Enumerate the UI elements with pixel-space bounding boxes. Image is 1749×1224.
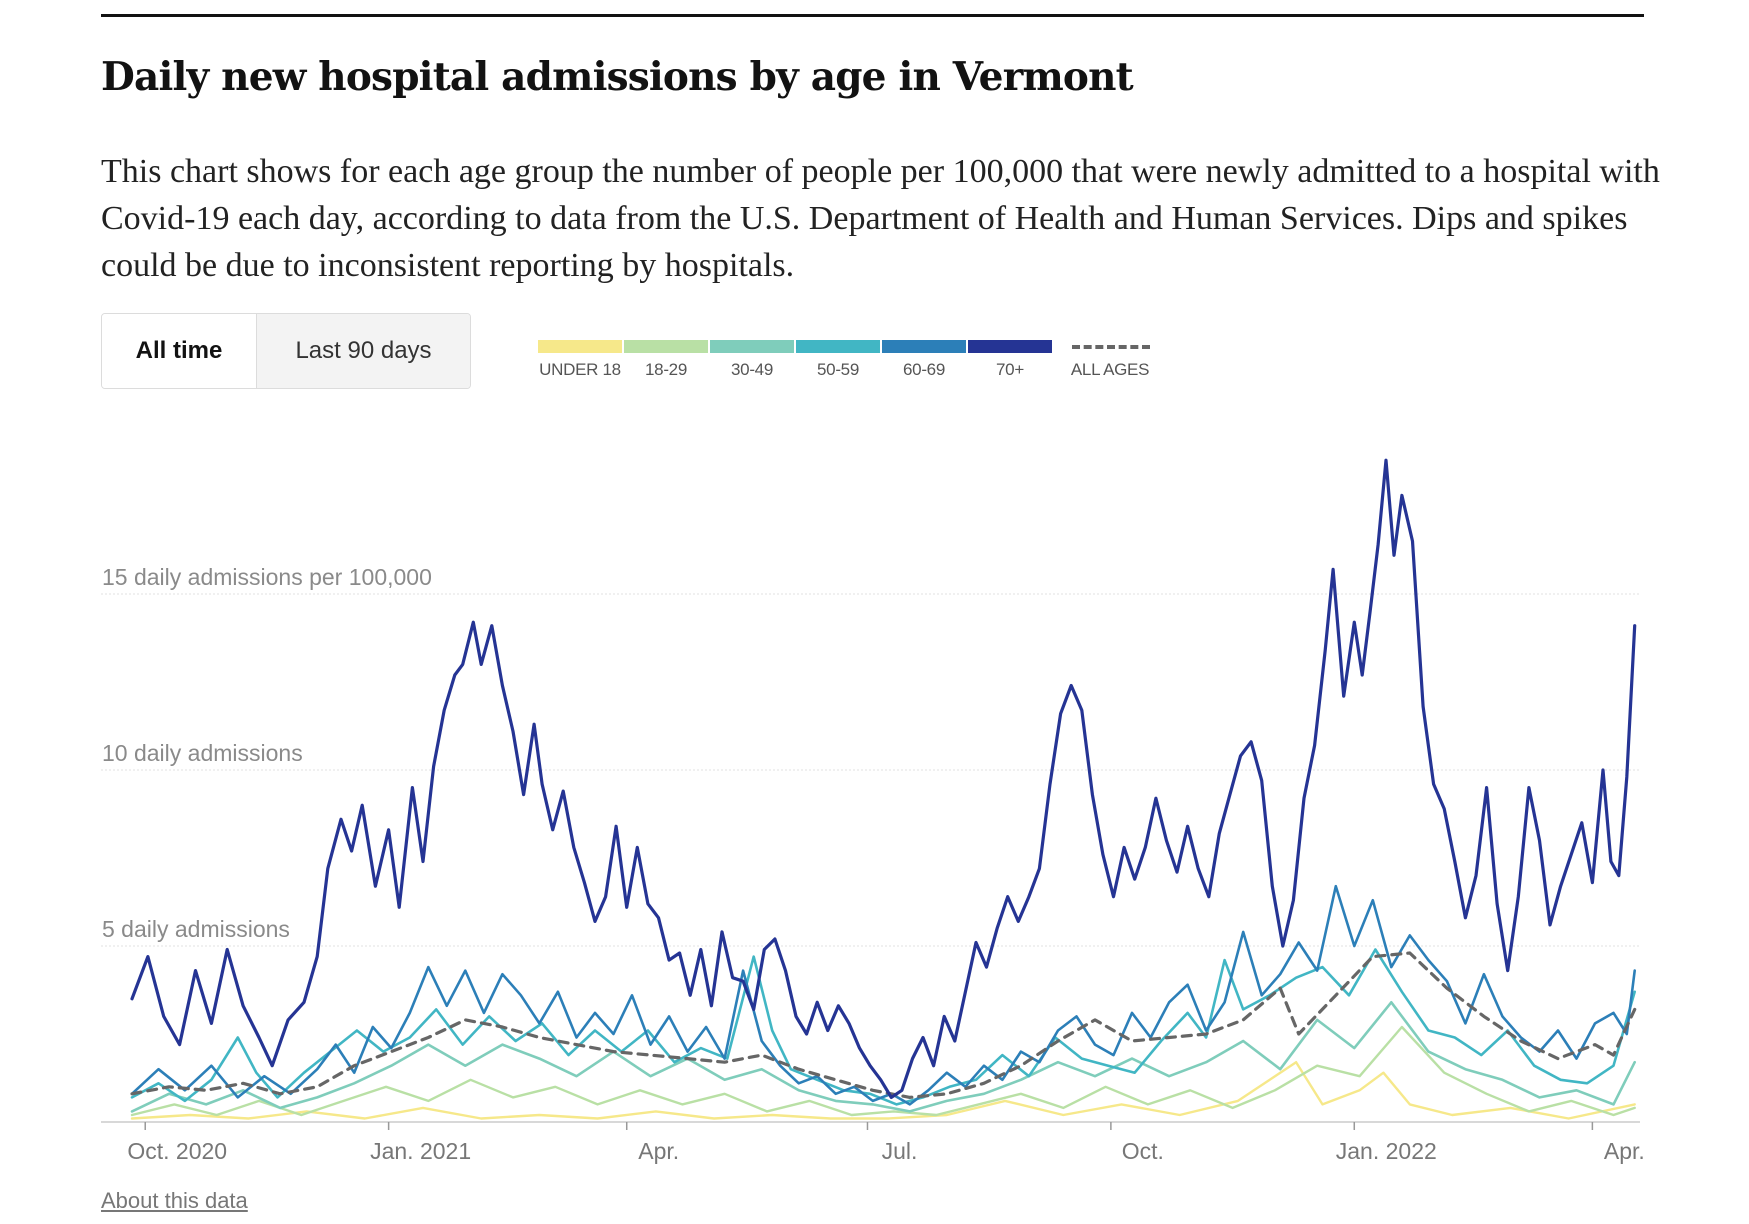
legend-swatch-under-18 bbox=[538, 340, 622, 353]
chart-description: This chart shows for each age group the … bbox=[101, 153, 1660, 284]
last-90-days-button[interactable]: Last 90 days bbox=[257, 314, 470, 388]
series-line-18-29 bbox=[130, 1025, 1636, 1117]
legend-swatch-60-69 bbox=[882, 340, 966, 353]
y-tick-label: 10 daily admissions bbox=[102, 740, 303, 766]
series-line-all-ages bbox=[130, 951, 1637, 1099]
about-this-data-link[interactable]: About this data bbox=[101, 1188, 248, 1213]
page-title: Daily new hospital admissions by age in … bbox=[101, 54, 1134, 100]
legend-swatch-50-59 bbox=[796, 340, 880, 353]
x-tick-label: Apr. bbox=[1604, 1138, 1645, 1164]
legend-swatch-18-29 bbox=[624, 340, 708, 353]
x-tick-label: Jan. 2021 bbox=[370, 1138, 471, 1164]
series-line-under-18 bbox=[130, 1061, 1636, 1120]
y-tick-label: 15 daily admissions per 100,000 bbox=[102, 564, 432, 590]
all-time-button[interactable]: All time bbox=[102, 314, 257, 388]
series-line-70-plus bbox=[130, 458, 1637, 1099]
top-rule bbox=[101, 14, 1644, 17]
admissions-chart: 5 daily admissions 10 daily admissions 15 … bbox=[101, 458, 1645, 1164]
legend-label-18-29: 18-29 bbox=[645, 360, 687, 379]
x-tick-label: Apr. bbox=[638, 1138, 679, 1164]
legend-label-30-49: 30-49 bbox=[731, 360, 773, 379]
time-range-toggle: All time Last 90 days bbox=[101, 313, 471, 389]
x-tick-label: Jan. 2022 bbox=[1336, 1138, 1437, 1164]
series-line-30-49 bbox=[130, 1001, 1636, 1113]
legend-label-70-plus: 70+ bbox=[996, 360, 1024, 379]
x-tick-label: Oct. bbox=[1122, 1138, 1164, 1164]
x-tick-label: Jul. bbox=[882, 1138, 918, 1164]
legend-label-60-69: 60-69 bbox=[903, 360, 945, 379]
legend-label-50-59: 50-59 bbox=[817, 360, 859, 379]
x-tick-label: Oct. 2020 bbox=[127, 1138, 227, 1164]
y-tick-label: 5 daily admissions bbox=[102, 916, 290, 942]
series-line-60-69 bbox=[130, 884, 1636, 1106]
legend-swatch-all-ages bbox=[1072, 345, 1150, 349]
legend-swatch-70-plus bbox=[968, 340, 1052, 353]
legend-swatch-30-49 bbox=[710, 340, 794, 353]
legend-label-all-ages: ALL AGES bbox=[1070, 360, 1150, 379]
legend-label-under-18: UNDER 18 bbox=[539, 360, 621, 379]
